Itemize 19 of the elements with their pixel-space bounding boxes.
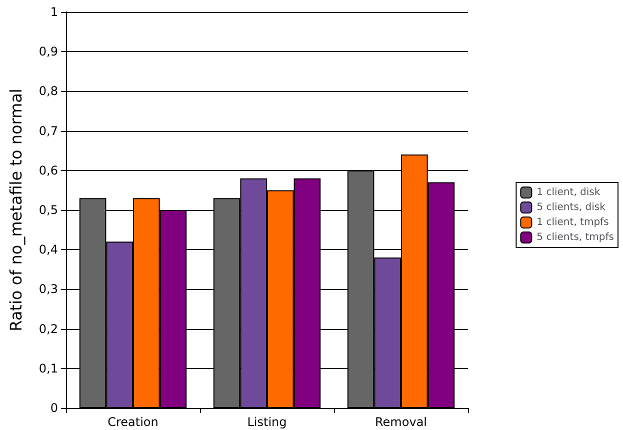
y-tick-label: 0,7 [38,124,58,138]
y-axis-title: Ratio of no_metafile to normal [6,88,26,332]
y-tick-label: 0 [50,401,58,415]
y-tick-label: 0,6 [38,163,58,178]
y-tick-label: 0,3 [38,282,58,296]
y-tick-label: 0,2 [38,322,58,336]
y-tick-label: 0,8 [38,84,58,98]
legend-label: 1 client, tmpfs [536,217,609,228]
y-tick-label: 0,5 [38,203,58,217]
y-tick-label: 1 [50,5,58,19]
legend-label: 1 client, disk [536,187,600,198]
legend-label: 5 clients, tmpfs [536,232,614,243]
x-tick-label: Removal [374,415,428,429]
legend-label: 5 clients, disk [536,202,606,213]
y-tick-label: 0,4 [38,242,58,257]
y-tick-label: 0,1 [38,361,58,376]
x-tick-label: Creation [108,415,158,429]
x-tick-label: Listing [247,415,287,429]
y-tick-label: 0,9 [38,44,58,59]
